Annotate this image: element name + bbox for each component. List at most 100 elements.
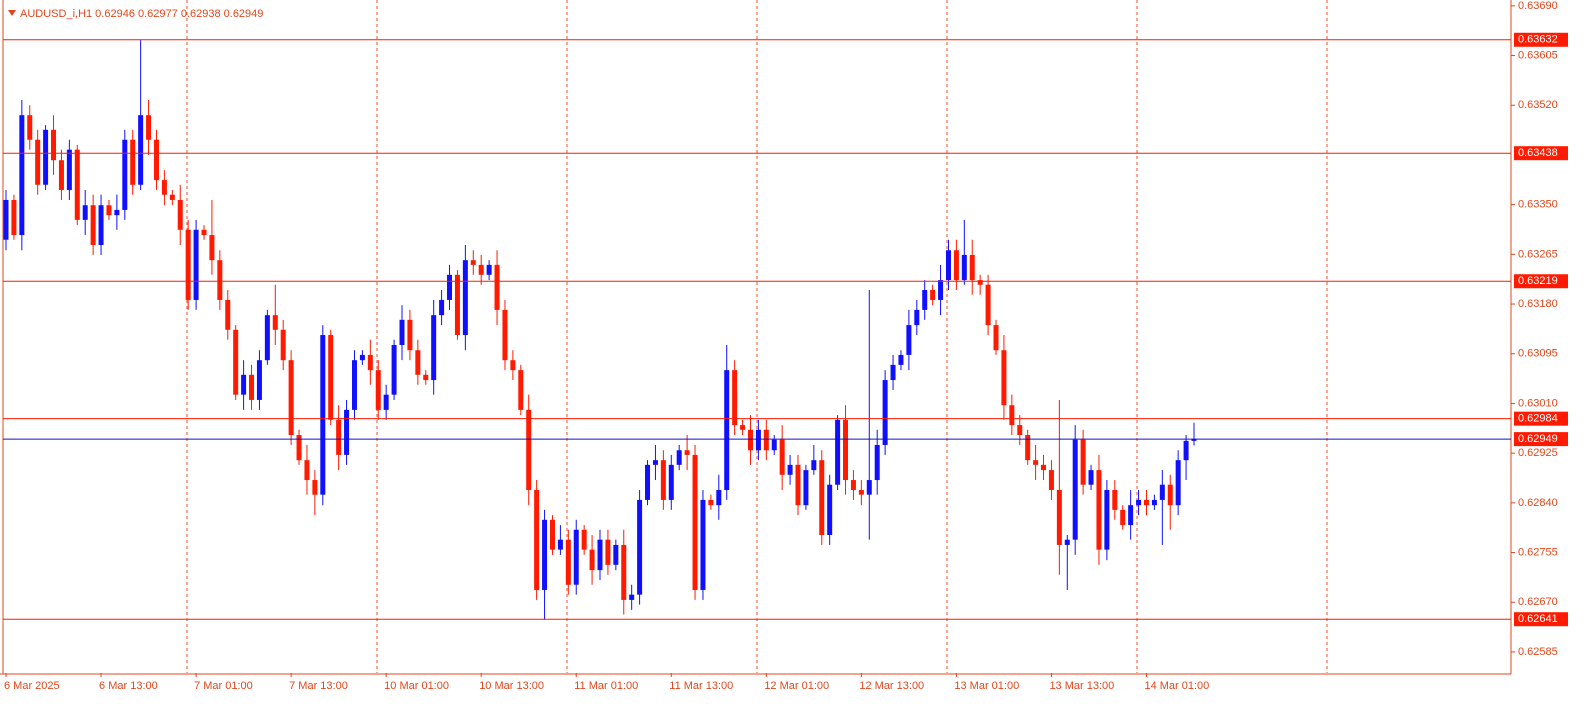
candle-body [1151,499,1157,506]
candle-body [771,439,777,451]
candle-body [526,409,532,490]
candle-body [850,480,856,490]
candle-body [304,460,310,481]
y-tick-label: 0.63350 [1518,199,1558,211]
candle-body [328,335,334,420]
candle-body [684,450,690,455]
candle-body [938,280,944,300]
candle-body [1025,435,1031,461]
candle-body [843,419,849,481]
candle-body [391,344,397,395]
y-tick-label: 0.62755 [1518,546,1558,558]
candle-body [1080,439,1086,485]
candle-body [1136,499,1142,506]
candle-body [922,290,928,310]
candle-body [637,499,643,595]
candle-body [359,354,365,361]
candle-body [470,260,476,265]
candle-body [225,299,231,330]
candle-body [882,380,888,445]
candle-body [819,460,825,536]
candle-body [51,129,57,161]
candle-body [336,419,342,455]
candle-body [344,409,350,455]
candle-body [351,360,357,410]
candle-body [708,499,714,506]
y-tick-label: 0.63010 [1518,397,1558,409]
candle-body [264,315,270,361]
candle-body [549,519,555,550]
x-tick-label: 6 Mar 2025 [4,680,60,692]
candle-body [106,205,112,216]
candle-body [985,284,991,326]
candle-body [1009,405,1015,426]
candle-body [114,209,120,216]
candle-body [494,264,500,310]
candle-body [1104,489,1110,550]
candle-body [914,309,920,326]
candle-body [1183,440,1189,461]
candle-body [415,350,421,375]
candle-body [803,470,809,506]
candle-body [1017,425,1023,436]
bid-label-bg [1514,432,1568,447]
candle-body [288,360,294,436]
candle-body [272,315,278,330]
level-label-bg [1514,274,1568,289]
candles [3,39,1197,620]
level-label-bg [1514,146,1568,161]
candle-body [827,484,833,536]
level-label: 0.63219 [1518,275,1558,287]
candle-body [201,229,207,236]
candle-body [1088,470,1094,485]
candle-body [1056,489,1062,545]
x-tick-label: 11 Mar 01:00 [574,680,638,692]
candle-body [557,539,563,550]
candle-body [890,364,896,381]
candle-body [1001,350,1007,406]
candle-body [629,594,635,600]
candle-body [1120,509,1126,526]
candle-body [241,374,247,395]
y-tick-label: 0.62925 [1518,447,1558,459]
x-tick-label: 13 Mar 13:00 [1049,680,1114,692]
candle-body [660,460,666,500]
candle-body [858,489,864,495]
candle-body [66,149,72,191]
candle-body [462,260,468,336]
x-tick-label: 12 Mar 13:00 [859,680,924,692]
candle-body [534,489,540,590]
level-label: 0.62641 [1518,613,1558,625]
candle-body [866,480,872,495]
level-label-bg [1514,612,1568,627]
candle-body [169,194,175,200]
candle-body [977,280,983,285]
y-tick-label: 0.63690 [1518,0,1558,12]
level-label: 0.63632 [1518,34,1558,46]
chart-title: AUDUSD_i,H1 0.62946 0.62977 0.62938 0.62… [20,8,263,20]
candle-body [439,299,445,316]
candle-body [43,129,49,185]
candle-body [518,370,524,410]
candle-body [138,115,144,185]
candle-body [565,539,571,585]
candle-body [1143,499,1149,506]
y-tick-label: 0.63180 [1518,298,1558,310]
candle-body [153,139,159,181]
level-label: 0.62984 [1518,413,1558,425]
candle-body [945,250,951,281]
candle-body [510,360,516,371]
x-tick-label: 12 Mar 01:00 [764,680,829,692]
y-tick-label: 0.62585 [1518,646,1558,658]
candle-body [1191,439,1197,441]
candle-body [542,519,548,590]
candle-body [35,139,41,185]
candle-body [454,274,460,336]
candle-body [747,429,753,451]
candle-body [233,329,239,395]
candle-body [581,529,587,550]
candle-body [1112,489,1118,510]
candle-body [652,460,658,465]
candle-body [58,160,64,191]
